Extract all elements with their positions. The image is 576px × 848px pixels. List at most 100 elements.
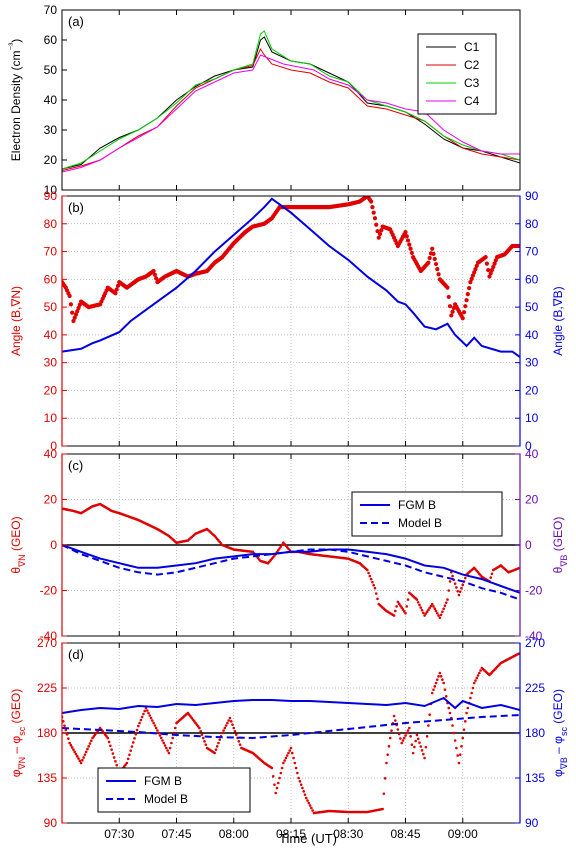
series-d-0-point	[222, 729, 225, 732]
series-d-0-point	[410, 743, 414, 746]
y-tick-label-right: 80	[525, 217, 539, 231]
panel-b-angles: 0 0 10 10 20 20 30 30 40 40 50 50 60 60 70 70 80 80 90 90 (b…	[9, 189, 565, 453]
y-axis-title-left: Electron Density (cm⁻³)	[7, 39, 23, 161]
series-d-0-point	[203, 740, 206, 743]
series-c-0-point	[446, 598, 449, 601]
series-c-0-point	[369, 577, 373, 581]
series-d-0-point	[147, 711, 150, 715]
series-d-0-point	[311, 809, 314, 812]
series-d-0-point	[517, 652, 520, 655]
series-d-0-point	[87, 745, 91, 748]
series-d-0-point	[165, 746, 168, 750]
series-d-0-point	[282, 761, 285, 765]
x-tick-label: 09:00	[448, 827, 478, 841]
y-axis-title-left-part: (GEO)	[9, 689, 23, 727]
series-b-0-point	[486, 267, 491, 273]
series-c-0-point	[418, 603, 421, 607]
series-b-0-point	[470, 273, 476, 278]
series-d-0-point	[297, 776, 300, 780]
series-b-0-point	[70, 310, 75, 315]
series-d-0-point	[437, 675, 440, 678]
series-b-0-point	[488, 271, 493, 276]
series-d-0-point	[228, 716, 232, 720]
series-d-0-point	[114, 760, 117, 763]
series-d-0-point	[432, 688, 435, 691]
series-d-0-point	[221, 731, 224, 735]
series-c-0-point	[438, 616, 442, 620]
series-d-0-point	[288, 749, 292, 752]
series-b-0-point	[469, 276, 474, 281]
series-d-0-point	[427, 724, 430, 727]
series-c-0-point	[279, 545, 283, 548]
x-tick-label: 08:30	[333, 827, 363, 841]
series-d-0-point	[229, 720, 233, 723]
series-c-0-point	[400, 606, 403, 609]
series-d-0-point	[462, 728, 466, 731]
series-d-0-point	[111, 752, 115, 755]
series-c-0-point	[460, 586, 463, 590]
series-d-0-point	[479, 669, 482, 672]
series-c-0-point	[420, 608, 424, 612]
series-d-0-point	[145, 709, 149, 712]
series-b-0-point	[447, 304, 453, 309]
series-b-0-point	[403, 230, 408, 235]
series-d-0-point	[392, 714, 396, 718]
series-b-0-point	[68, 302, 74, 307]
series-c-0-point	[517, 566, 520, 570]
series-d-0-point	[217, 741, 220, 745]
y-axis-title-right-part: (GEO)	[551, 517, 565, 555]
y-tick-label-left: 60	[44, 272, 58, 286]
series-d-0-point	[294, 766, 298, 770]
series-d-0-point	[139, 718, 143, 722]
series-a-2-line	[62, 30, 520, 170]
series-d-0-point	[469, 696, 472, 700]
x-tick-label: 08:15	[276, 827, 306, 841]
y-axis-title-right-part: – φ	[551, 736, 565, 757]
series-d-0-point	[215, 745, 219, 748]
legend-box	[351, 491, 503, 537]
y-tick-label-left: 20	[44, 383, 58, 397]
series-b-0-point	[407, 242, 412, 247]
y-tick-label-left: 40	[44, 328, 58, 342]
series-d-0-point	[163, 744, 167, 747]
series-d-0-point	[109, 744, 112, 748]
series-group	[62, 652, 520, 815]
y-axis-title-left: θ∇N (GEO)	[9, 516, 27, 573]
series-d-0-point	[130, 745, 134, 748]
series-d-0-point	[218, 738, 222, 741]
series-d-0-point	[237, 740, 241, 743]
series-d-0-point	[448, 711, 452, 715]
series-d-0-point	[167, 751, 171, 755]
series-c-0-point	[427, 608, 430, 612]
y-axis-title-left-part: θ	[9, 567, 23, 574]
y-axis-title-right: Angle (B,∇B)	[551, 286, 565, 355]
series-c-0-point	[458, 590, 462, 593]
y-tick-label-right: 180	[525, 726, 545, 740]
series-d-0-point	[290, 751, 294, 755]
series-b-0-point	[371, 210, 376, 215]
series-d-0-point	[279, 771, 283, 775]
series-d-0-point	[161, 739, 164, 742]
series-d-0-point	[472, 681, 476, 685]
y-tick-label-right: -20	[525, 584, 543, 598]
series-d-0-point	[388, 736, 392, 740]
series-d-0-point	[106, 736, 110, 740]
series-b-0-point	[436, 272, 441, 277]
series-d-0-point	[276, 781, 280, 785]
series-d-0-point	[474, 679, 477, 682]
series-b-0-point	[376, 235, 381, 240]
series-c-0-point	[436, 611, 439, 615]
series-d-0-point	[409, 735, 412, 738]
series-d-0-point	[107, 740, 111, 744]
series-d-0-point	[226, 721, 229, 725]
series-c-0-point	[373, 586, 377, 590]
y-axis-title-left-part: ∇N	[17, 554, 27, 568]
series-d-0-point	[292, 756, 295, 760]
series-d-0-point	[471, 686, 475, 690]
y-tick-label-right: 90	[525, 189, 539, 203]
series-b-0-point	[67, 293, 72, 299]
series-d-0-point	[383, 777, 387, 780]
series-d-0-point	[63, 724, 66, 727]
